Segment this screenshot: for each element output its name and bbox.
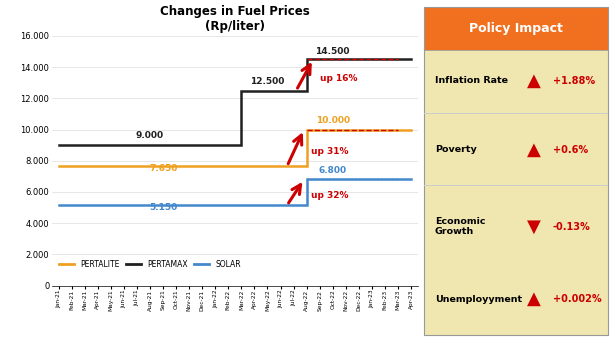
Title: Changes in Fuel Prices
(Rp/liter): Changes in Fuel Prices (Rp/liter): [160, 5, 309, 34]
Text: 12.500: 12.500: [251, 77, 285, 86]
Text: +0.6%: +0.6%: [553, 145, 588, 155]
Bar: [424, 113, 608, 114]
Text: 10.000: 10.000: [316, 116, 350, 125]
Text: +1.88%: +1.88%: [553, 76, 595, 86]
Bar: [424, 7, 608, 50]
Text: up 31%: up 31%: [311, 147, 348, 156]
Text: 6.800: 6.800: [319, 166, 347, 175]
Text: ▲: ▲: [527, 290, 541, 308]
Text: 9.000: 9.000: [136, 131, 164, 141]
Text: up 16%: up 16%: [320, 74, 357, 82]
Text: 7.650: 7.650: [149, 164, 177, 173]
Bar: [424, 185, 608, 186]
Text: 5.150: 5.150: [149, 203, 177, 212]
Text: Unemployyment: Unemployyment: [435, 294, 522, 304]
Text: up 32%: up 32%: [311, 190, 348, 200]
Text: Inflation Rate: Inflation Rate: [435, 76, 508, 85]
Text: Policy Impact: Policy Impact: [469, 22, 562, 35]
Legend: PERTALITE, PERTAMAX, SOLAR: PERTALITE, PERTAMAX, SOLAR: [56, 256, 244, 272]
Text: 14.500: 14.500: [316, 47, 350, 56]
Text: -0.13%: -0.13%: [553, 222, 590, 232]
Bar: [424, 50, 608, 335]
Text: ▼: ▼: [527, 218, 541, 236]
Text: +0.002%: +0.002%: [553, 294, 601, 304]
Text: Economic
Growth: Economic Growth: [435, 218, 485, 236]
Text: Poverty: Poverty: [435, 145, 476, 154]
Text: ▲: ▲: [527, 141, 541, 159]
Text: ▲: ▲: [527, 72, 541, 90]
